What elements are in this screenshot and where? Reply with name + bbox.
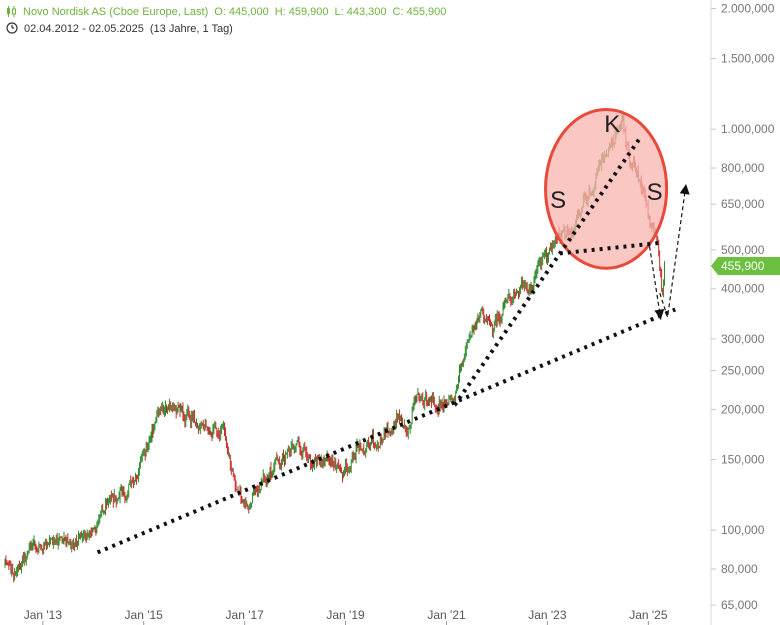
pattern-label: S bbox=[647, 179, 663, 206]
y-tick-label: 200,000 bbox=[721, 402, 765, 416]
y-tick-label: 800,000 bbox=[721, 161, 765, 175]
x-tick-label: Jan '13 bbox=[24, 608, 63, 622]
pattern-label: K bbox=[604, 111, 620, 138]
y-tick-label: 500,000 bbox=[721, 243, 765, 257]
trendline bbox=[559, 241, 659, 256]
range-note: (13 Jahre, 1 Tag) bbox=[149, 23, 233, 35]
pattern-label: S bbox=[550, 187, 566, 214]
candles-layer bbox=[4, 112, 666, 583]
x-axis: Jan '13 Jan '15 Jan '17 Jan '19 Jan '21 Jan '… bbox=[24, 608, 668, 625]
clock-icon bbox=[6, 22, 18, 37]
x-tick-label: Jan '23 bbox=[528, 608, 567, 622]
y-tick-label: 1.000,000 bbox=[721, 122, 775, 136]
trendline bbox=[96, 307, 677, 555]
y-tick-label: 250,000 bbox=[721, 364, 765, 378]
close-value: C: 455,900 bbox=[392, 6, 447, 18]
arrow-head-icon bbox=[679, 183, 690, 195]
y-tick-label: 1.500,000 bbox=[721, 52, 775, 66]
x-tick-label: Jan '17 bbox=[226, 608, 265, 622]
low-value: L: 443,300 bbox=[334, 6, 387, 18]
last-price-marker: 455,900 bbox=[711, 256, 780, 275]
trendline bbox=[453, 136, 642, 407]
y-tick-label: 150,000 bbox=[721, 453, 765, 467]
instrument-name: Novo Nordisk AS (Cboe Europe, Last) bbox=[23, 6, 209, 18]
y-tick-label: 80,000 bbox=[721, 562, 758, 576]
projection-arrow bbox=[659, 183, 687, 318]
y-tick-label: 650,000 bbox=[721, 197, 765, 211]
y-axis: 2.000,000 1.500,000 1.000,000 800,000 650,00… bbox=[710, 0, 775, 625]
date-range-row: 02.04.2012 - 02.05.2025 (13 Jahre, 1 Tag) bbox=[6, 22, 239, 37]
candlestick-icon bbox=[6, 6, 17, 20]
y-tick-label: 300,000 bbox=[721, 332, 765, 346]
x-tick-label: Jan '25 bbox=[629, 608, 668, 622]
x-tick-label: Jan '19 bbox=[326, 608, 365, 622]
last-price-label: 455,900 bbox=[721, 259, 765, 273]
high-value: H: 459,900 bbox=[274, 6, 329, 18]
chart-header: Novo Nordisk AS (Cboe Europe, Last) O: 44… bbox=[6, 6, 452, 20]
date-range: 02.04.2012 - 02.05.2025 bbox=[24, 23, 144, 35]
arrow-head-icon bbox=[654, 308, 665, 320]
projection-arrow bbox=[649, 246, 662, 320]
x-tick-label: Jan '15 bbox=[125, 608, 164, 622]
y-tick-label: 400,000 bbox=[721, 282, 765, 296]
y-tick-label: 65,000 bbox=[721, 598, 758, 612]
x-tick-label: Jan '21 bbox=[427, 608, 466, 622]
last-price-tag bbox=[711, 256, 780, 275]
open-value: O: 445,000 bbox=[214, 6, 269, 18]
annotations-layer: K S S bbox=[96, 107, 690, 555]
y-tick-label: 2.000,000 bbox=[721, 1, 775, 15]
y-tick-label: 100,000 bbox=[721, 523, 765, 537]
